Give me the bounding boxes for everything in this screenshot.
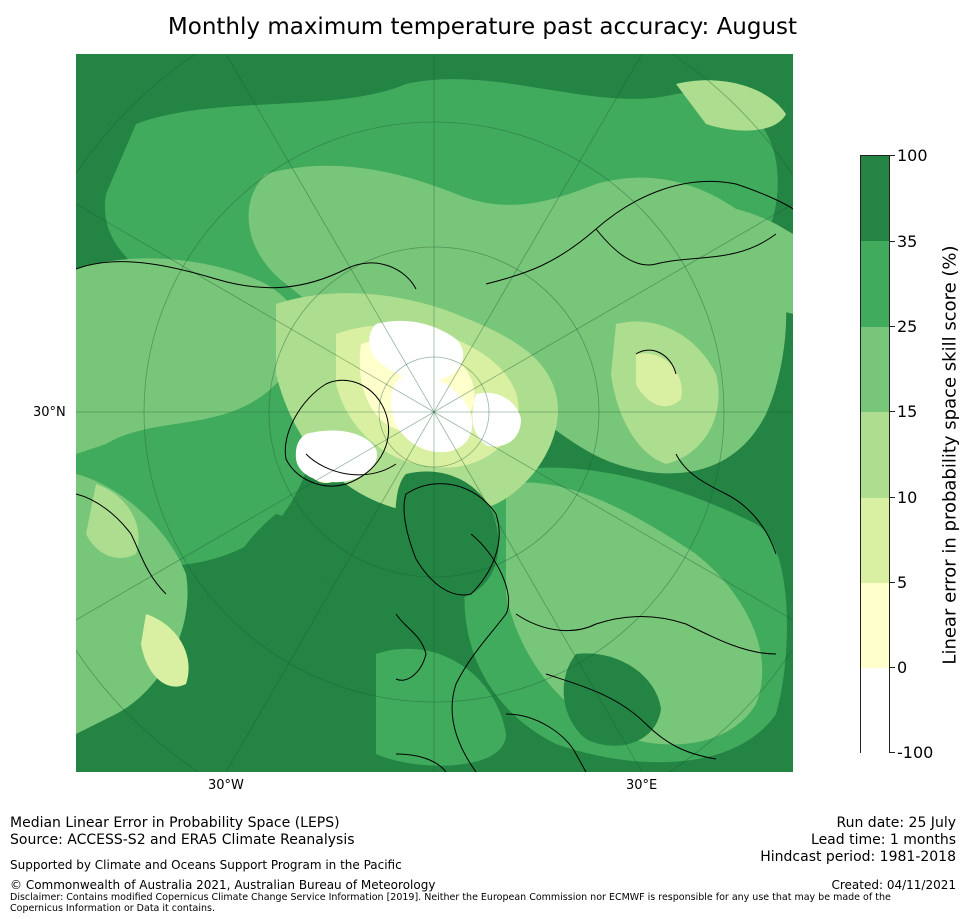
footer-copyright: © Commonwealth of Australia 2021, Austra…	[10, 878, 436, 892]
footer-leps: Median Linear Error in Probability Space…	[10, 815, 340, 831]
colorbar-title: Linear error in probability space skill …	[939, 245, 961, 665]
skill-zone-0	[295, 320, 521, 483]
footer-lead-time: Lead time: 1 months	[811, 832, 956, 848]
colorbar	[860, 155, 890, 754]
footer-source: Source: ACCESS-S2 and ERA5 Climate Reana…	[10, 832, 355, 848]
colorbar-tick-label: -100	[897, 743, 934, 762]
lon-label-30e: 30°E	[626, 778, 658, 793]
colorbar-tick	[889, 241, 895, 242]
skill-score-map	[76, 54, 793, 772]
colorbar-tick-label: 5	[897, 573, 908, 592]
footer-run-date: Run date: 25 July	[836, 815, 956, 831]
colorbar-tick-label: 15	[897, 402, 918, 421]
colorbar-tick	[889, 497, 895, 498]
colorbar-tick	[889, 582, 895, 583]
colorbar-tick	[889, 155, 895, 156]
colorbar-bin	[861, 583, 889, 669]
colorbar-tick	[889, 411, 895, 412]
colorbar-bin	[861, 326, 889, 413]
footer-disclaimer: Disclaimer: Contains modified Copernicus…	[10, 892, 891, 914]
lat-label-30n: 30°N	[33, 405, 66, 420]
colorbar-bin	[861, 497, 889, 583]
footer-hindcast: Hindcast period: 1981-2018	[760, 849, 956, 865]
map-graticule	[76, 54, 793, 772]
colorbar-tick	[889, 667, 895, 668]
colorbar-tick-label: 0	[897, 658, 908, 677]
colorbar-tick	[889, 326, 895, 327]
colorbar-tick	[889, 752, 895, 753]
footer-support: Supported by Climate and Oceans Support …	[10, 858, 402, 872]
footer-created: Created: 04/11/2021	[831, 878, 956, 892]
colorbar-bin	[861, 412, 889, 498]
colorbar-bin	[861, 668, 889, 754]
colorbar-bin	[861, 241, 889, 327]
coastlines	[76, 180, 793, 772]
lon-label-30w: 30°W	[208, 778, 244, 793]
map-title: Monthly maximum temperature past accurac…	[167, 14, 798, 40]
colorbar-bin	[861, 156, 889, 242]
colorbar-tick-label: 25	[897, 317, 918, 336]
colorbar-tick-label: 35	[897, 232, 918, 251]
colorbar-tick-label: 10	[897, 488, 918, 507]
colorbar-tick-label: 100	[897, 146, 928, 165]
